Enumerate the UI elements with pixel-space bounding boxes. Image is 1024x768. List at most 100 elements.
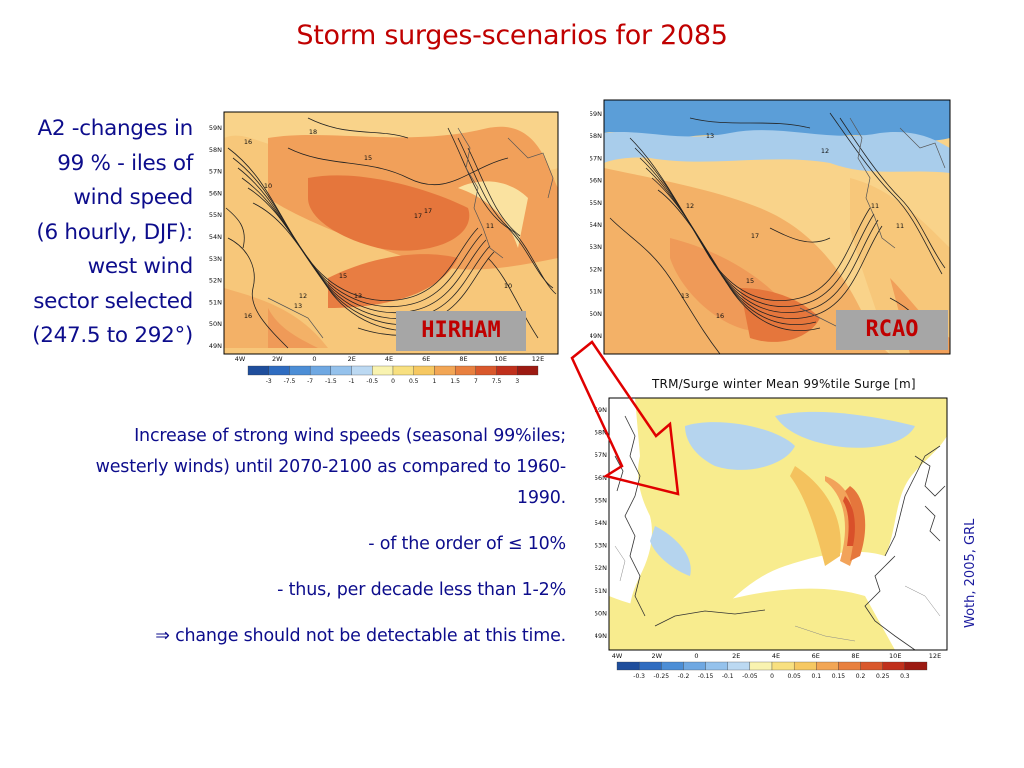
contour-label: 10 [504, 282, 512, 290]
source-credit: Woth, 2005, GRL [963, 518, 978, 628]
contour-label: 12 [686, 202, 694, 210]
latitude-label: 49N [209, 342, 222, 350]
legend-label: -7 [307, 378, 313, 385]
latitude-label: 50N [595, 609, 607, 617]
longitude-label: 0 [694, 652, 698, 660]
contour-label: 16 [716, 312, 724, 320]
latitude-label: 51N [590, 288, 602, 296]
slide-title: Storm surges-scenarios for 2085 [296, 20, 728, 51]
arrow-shape [570, 340, 680, 496]
legend-label: -0.05 [742, 673, 758, 680]
legend-swatch [454, 365, 477, 376]
legend-swatch [904, 661, 928, 671]
latitude-label: 59N [590, 110, 602, 118]
legend-swatch [771, 661, 795, 671]
latitude-label: 50N [209, 320, 222, 328]
contour-label: 15 [364, 154, 372, 162]
surge-map: 59N 58N 57N 56N 55N 54N 53N 52N 51N 50N 49N 4W 2W 0 2… [594, 396, 949, 680]
latitude-label: 55N [595, 496, 607, 504]
legend-swatch [434, 365, 456, 376]
latitude-label: 54N [595, 519, 607, 527]
rcao-map: 59N 58N 57N 56N 55N 54N 53N 52N 51N 50N 49N 13 12 17… [589, 98, 952, 356]
latitude-label: 57N [590, 154, 602, 162]
latitude-label: 51N [595, 587, 607, 595]
contour-label: 16 [244, 312, 252, 320]
longitude-label: 8E [459, 355, 467, 363]
red-arrow-graphic [570, 340, 680, 496]
legend-swatch [860, 661, 883, 671]
contour-label: 13 [681, 292, 689, 300]
longitude-label: 4E [385, 355, 393, 363]
legend-swatch [413, 365, 435, 376]
legend-swatch [727, 661, 751, 671]
contour-label: 13 [294, 302, 302, 310]
body-paragraph: Increase of strong wind speeds (seasonal… [95, 426, 567, 508]
legend-swatch [661, 661, 684, 671]
legend-label: 7.5 [492, 378, 502, 385]
contour-label: 12 [821, 147, 829, 155]
body-text: Increase of strong wind speeds (seasonal… [58, 421, 567, 652]
legend-label: -1 [349, 378, 355, 385]
latitude-label: 57N [595, 451, 607, 459]
surge-map-title: TRM/Surge winter Mean 99%tile Surge [m] [652, 377, 916, 391]
legend-swatch [517, 365, 539, 376]
hirham-map-graphic: 59N 58N 57N 56N 55N 54N 53N 52N 51N 50N 49N 4W 2W 0 2… [209, 111, 559, 385]
caption-line: west wind [87, 254, 194, 279]
latitude-label: 54N [209, 233, 222, 241]
latitude-label: 53N [590, 243, 602, 251]
legend-label: 0 [770, 673, 774, 680]
caption-line: sector selected [33, 288, 193, 314]
longitude-label: 8E [851, 652, 859, 660]
contour-label: 16 [244, 138, 252, 146]
legend-swatch [496, 365, 518, 376]
legend-label: 0.05 [787, 673, 801, 680]
legend-swatch [268, 365, 290, 376]
legend-label: 3 [515, 378, 519, 385]
hirham-map: 59N 58N 57N 56N 55N 54N 53N 52N 51N 50N 49N 4W 2W 0 2… [208, 108, 560, 386]
contour-label: 13 [354, 292, 362, 300]
latitude-label: 50N [590, 310, 602, 318]
latitude-label: 58N [590, 132, 602, 140]
latitude-label: 51N [209, 298, 222, 306]
body-paragraph: - thus, per decade less than 1-2% [277, 580, 566, 600]
legend-label: -0.2 [678, 673, 690, 680]
rcao-model-label: RCAO [836, 310, 948, 350]
legend-label: -0.15 [698, 673, 714, 680]
contour-label: 17 [424, 207, 432, 215]
left-caption: A2 -changes in 99 % - iles of wind speed… [0, 112, 193, 354]
legend-label: -0.3 [633, 673, 645, 680]
hirham-model-label: HIRHAM [396, 311, 526, 351]
latitude-label: 58N [209, 146, 222, 154]
caption-line: (6 hourly, DJF): [36, 219, 193, 245]
legend-swatch [838, 661, 861, 671]
latitude-label: 59N [209, 124, 222, 132]
legend-swatch [330, 365, 352, 376]
legend-label: -0.1 [722, 673, 734, 680]
longitude-label: 12E [532, 355, 544, 363]
longitude-label: 4W [235, 355, 246, 363]
legend-label: 0.5 [409, 378, 419, 385]
contour-label: 11 [871, 202, 879, 210]
legend-swatch [372, 365, 394, 376]
legend-label: -1.5 [325, 378, 337, 385]
legend-swatch [816, 661, 839, 671]
latitude-label: 58N [595, 429, 607, 437]
longitude-label: 6E [812, 652, 820, 660]
legend-swatch [793, 661, 817, 671]
contour-label: 17 [751, 232, 759, 240]
longitude-label: 6E [422, 355, 430, 363]
longitude-label: 10E [889, 652, 901, 660]
latitude-label: 57N [209, 168, 222, 176]
longitude-label: 2E [732, 652, 740, 660]
latitude-label: 49N [590, 332, 602, 340]
legend-label: 0 [391, 378, 395, 385]
legend-label: 0.15 [832, 673, 846, 680]
legend-swatch [351, 365, 373, 376]
latitude-label: 56N [209, 189, 222, 197]
legend-label: 1.5 [450, 378, 460, 385]
body-paragraph: ⇒ change should not be detectable at thi… [155, 626, 566, 646]
legend-swatch [247, 365, 269, 376]
longitude-label: 2W [272, 355, 283, 363]
contour-label: 11 [486, 222, 494, 230]
caption-line: A2 -changes in [37, 116, 193, 141]
